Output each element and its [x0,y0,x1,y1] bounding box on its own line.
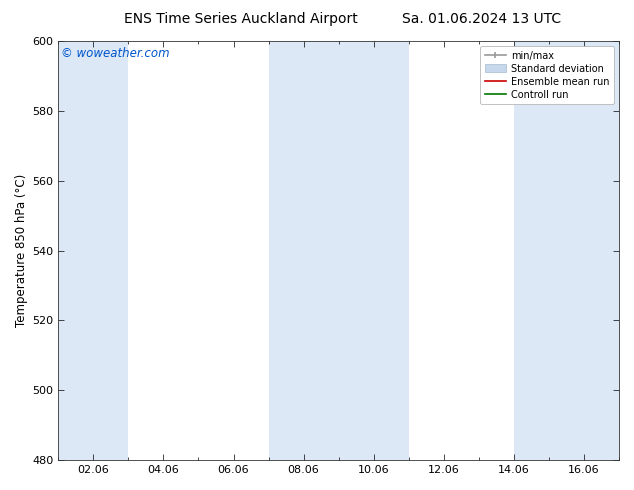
Text: Sa. 01.06.2024 13 UTC: Sa. 01.06.2024 13 UTC [403,12,561,26]
Bar [514,41,619,460]
Y-axis label: Temperature 850 hPa (°C): Temperature 850 hPa (°C) [15,174,28,327]
Bar [269,41,409,460]
Text: ENS Time Series Auckland Airport: ENS Time Series Auckland Airport [124,12,358,26]
Text: © woweather.com: © woweather.com [61,48,170,60]
Bar [58,41,128,460]
Legend: min/max, Standard deviation, Ensemble mean run, Controll run: min/max, Standard deviation, Ensemble me… [480,46,614,104]
